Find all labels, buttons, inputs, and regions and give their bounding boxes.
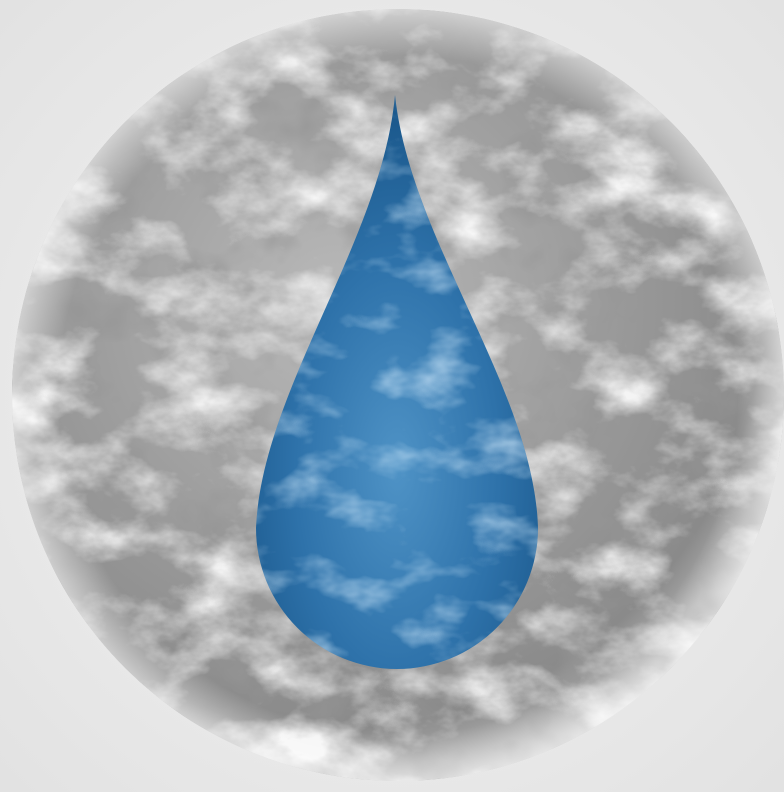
image [0, 0, 784, 792]
page [0, 0, 784, 792]
